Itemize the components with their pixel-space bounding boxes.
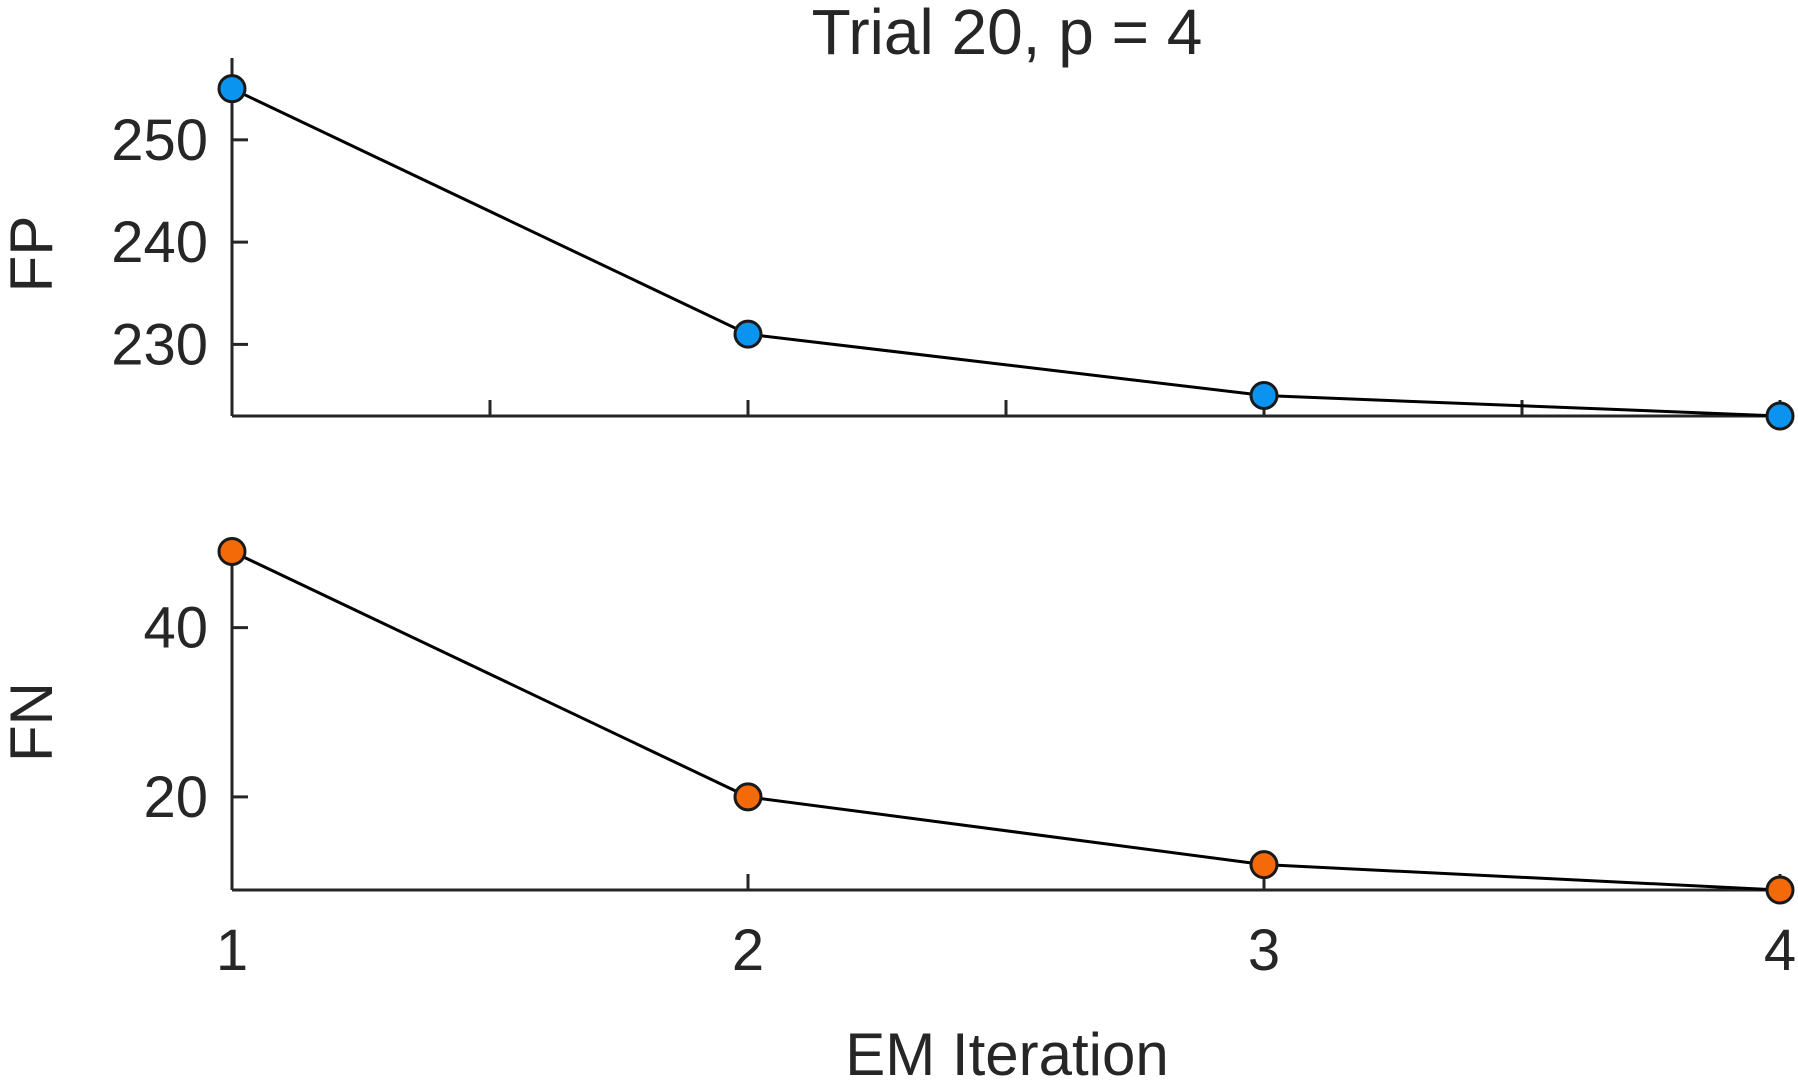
fp-data-point	[733, 319, 763, 349]
fn-data-point	[1249, 850, 1279, 880]
fn-data-point	[733, 782, 763, 812]
fn-x-tick-label: 3	[1248, 918, 1280, 983]
fp-data-point	[217, 74, 247, 104]
fp-y-tick-label: 230	[111, 312, 208, 377]
fn-data-point	[217, 536, 247, 566]
fp-data-point	[1249, 381, 1279, 411]
fp-axis-label: FP	[0, 216, 65, 293]
fn-series-line	[231, 550, 1781, 892]
fp-data-point	[1765, 401, 1795, 431]
chart-title: Trial 20, p = 4	[812, 0, 1203, 68]
fn-y-tick-label: 20	[143, 765, 208, 830]
fn-x-tick-label: 4	[1764, 918, 1796, 983]
fn-axis-label: FN	[0, 682, 65, 762]
fn-y-tick-label: 40	[143, 596, 208, 661]
fp-series-line	[231, 87, 1781, 418]
fn-x-tick-label: 2	[732, 918, 764, 983]
fp-y-tick-label: 250	[111, 108, 208, 173]
fn-subplot: 1 2 3 4 20 40	[143, 536, 1796, 983]
fn-x-tick-label: 1	[216, 918, 248, 983]
fp-subplot: 230 240 250	[111, 58, 1795, 431]
fn-data-point	[1765, 875, 1795, 905]
x-axis-label: EM Iteration	[845, 1021, 1168, 1082]
fp-y-tick-label: 240	[111, 210, 208, 275]
